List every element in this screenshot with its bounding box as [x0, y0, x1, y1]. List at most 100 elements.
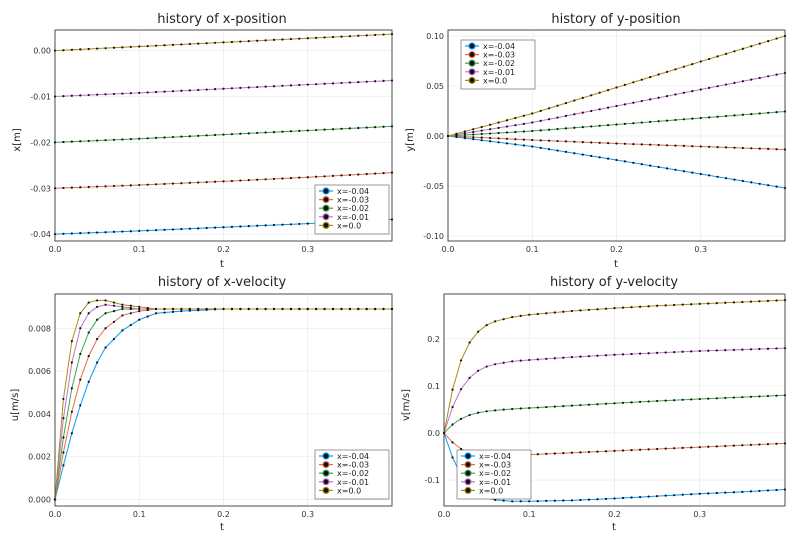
data-point	[70, 94, 73, 97]
data-point	[615, 158, 618, 162]
data-point	[62, 95, 65, 98]
data-point	[531, 145, 534, 148]
data-point	[112, 46, 116, 49]
data-point	[511, 360, 514, 363]
legend-label: x=-0.04	[483, 42, 515, 51]
data-point	[640, 78, 643, 81]
data-point	[519, 314, 522, 318]
data-point	[96, 305, 99, 308]
data-point	[724, 83, 728, 86]
data-point	[155, 90, 158, 94]
panel-x-position: history of x-position t x[m] 0.0 0.1 0.2 0.…	[12, 12, 394, 270]
data-point	[647, 400, 650, 403]
data-point	[197, 42, 200, 45]
data-point	[272, 223, 276, 227]
data-point	[104, 185, 107, 188]
y-tick-label: -0.04	[30, 230, 51, 239]
data-point	[348, 307, 351, 311]
legend-item: x=-0.01	[319, 213, 369, 222]
data-point	[374, 126, 377, 129]
data-point	[545, 357, 548, 360]
data-point	[463, 130, 466, 133]
data-point	[724, 491, 727, 494]
data-point	[256, 224, 259, 227]
legend-label: x=-0.03	[337, 196, 369, 205]
data-point	[104, 299, 107, 302]
data-point	[514, 138, 517, 141]
legend-label: x=0.0	[337, 221, 361, 230]
data-point	[545, 499, 548, 503]
data-point	[519, 359, 522, 362]
data-point	[112, 304, 116, 307]
legend-marker	[468, 42, 476, 50]
data-point	[497, 131, 500, 135]
chart-title: history of x-velocity	[158, 275, 287, 290]
data-point	[163, 307, 166, 311]
data-point	[497, 126, 500, 129]
data-point	[674, 68, 677, 71]
legend-item: x=-0.01	[465, 68, 515, 77]
data-point	[79, 48, 82, 51]
data-point	[502, 361, 505, 364]
data-point	[62, 232, 65, 235]
legend: x=-0.04x=-0.03x=-0.02x=-0.01x=0.0	[314, 184, 390, 235]
data-point	[673, 494, 676, 497]
legend-marker	[468, 68, 476, 76]
data-point	[587, 450, 591, 454]
data-point	[146, 183, 149, 186]
data-point	[247, 40, 250, 43]
data-point	[129, 137, 132, 141]
data-point	[590, 125, 593, 128]
legend-item: x=-0.04	[319, 452, 369, 461]
data-point	[741, 146, 744, 150]
data-point	[741, 113, 744, 116]
data-point	[222, 307, 225, 311]
data-point	[121, 230, 124, 233]
data-point	[531, 138, 534, 142]
data-point	[691, 90, 694, 93]
data-point	[766, 299, 770, 302]
data-point	[613, 497, 616, 500]
data-point	[382, 125, 385, 128]
y-tick-label: 0.006	[28, 367, 51, 376]
data-point	[522, 138, 525, 141]
data-point	[489, 132, 492, 135]
data-point	[708, 116, 711, 119]
data-point	[331, 307, 335, 311]
data-point	[146, 229, 149, 232]
data-point	[749, 300, 753, 303]
y-tick-label: 0.002	[28, 453, 51, 462]
data-point	[758, 443, 761, 446]
data-point	[647, 448, 650, 451]
data-point	[553, 357, 556, 360]
data-point	[264, 85, 267, 88]
data-point	[758, 147, 761, 150]
data-point	[758, 395, 761, 398]
data-point	[698, 397, 701, 401]
data-point	[62, 464, 65, 467]
data-point	[707, 445, 710, 448]
data-point	[256, 85, 259, 89]
data-point	[121, 184, 124, 187]
data-point	[649, 143, 652, 146]
data-point	[239, 179, 242, 182]
data-point	[545, 405, 548, 409]
data-point	[451, 405, 454, 409]
data-point	[545, 452, 548, 455]
data-point	[289, 84, 292, 87]
data-point	[348, 35, 351, 38]
data-point	[281, 307, 284, 311]
data-point	[323, 128, 326, 131]
data-point	[716, 115, 719, 118]
data-point	[570, 309, 573, 313]
data-point	[247, 86, 250, 89]
data-point	[497, 141, 500, 144]
data-point	[365, 80, 368, 83]
data-point	[306, 176, 309, 179]
data-point	[129, 312, 132, 315]
data-point	[79, 232, 82, 235]
data-point	[715, 349, 718, 352]
legend-label: x=-0.02	[483, 59, 515, 68]
y-tick-label: -0.10	[423, 232, 444, 241]
data-point	[581, 111, 584, 114]
